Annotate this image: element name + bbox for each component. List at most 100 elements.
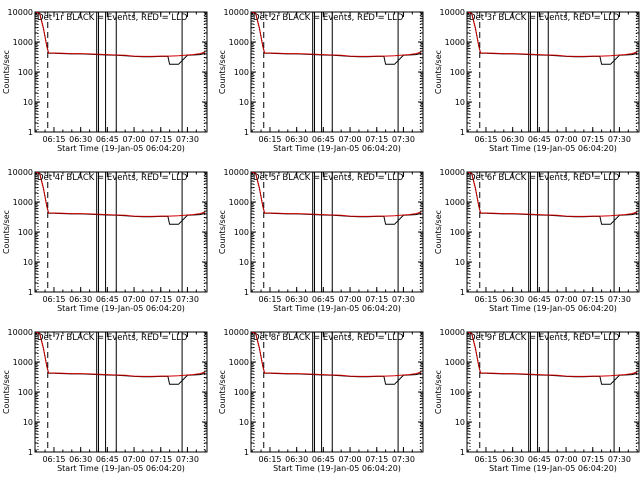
y-tick-label: 1 (28, 448, 33, 457)
x-tick-label: 07:15 (149, 455, 172, 464)
x-tick-label: 07:30 (176, 135, 199, 144)
x-axis-label: Start Time (19-Jan-05 06:04:20) (57, 144, 185, 153)
panel-title: Det 8r BLACK = Events, RED = LLD (253, 333, 404, 343)
y-tick-label: 10 (23, 98, 33, 107)
y-tick-label: 1 (244, 288, 249, 297)
x-tick-label: 06:45 (528, 295, 551, 304)
x-axis-label: Start Time (19-Jan-05 06:04:20) (489, 144, 617, 153)
x-tick-label: 07:30 (176, 295, 199, 304)
y-tick-label: 1000 (13, 198, 33, 207)
y-tick-label: 10 (23, 418, 33, 427)
x-tick-label: 07:00 (339, 455, 362, 464)
y-tick-label: 10 (455, 418, 465, 427)
panel-title: Det 6r BLACK = Events, RED = LLD (469, 173, 620, 183)
y-tick-label: 10 (239, 98, 249, 107)
panel-title: Det 9r BLACK = Events, RED = LLD (469, 333, 620, 343)
y-tick-label: 10000 (224, 168, 249, 177)
y-tick-label: 10 (239, 418, 249, 427)
y-tick-label: 10 (455, 258, 465, 267)
y-tick-label: 1 (28, 128, 33, 137)
panel-det-4r: 1 10 100 1000 10000 06:15 06:30 06:45 07:00 07:15… (2, 168, 208, 313)
x-tick-label: 06:30 (69, 135, 92, 144)
x-tick-label: 06:45 (312, 135, 335, 144)
y-tick-label: 100 (234, 68, 249, 77)
x-tick-label: 06:30 (285, 135, 308, 144)
y-tick-label: 10000 (440, 328, 465, 337)
y-axis-label: Counts/sec (218, 210, 227, 254)
panel-title: Det 3r BLACK = Events, RED = LLD (469, 13, 620, 23)
x-tick-label: 07:00 (339, 135, 362, 144)
y-tick-label: 10000 (440, 168, 465, 177)
x-tick-label: 07:00 (123, 455, 146, 464)
y-tick-label: 1000 (229, 358, 249, 367)
x-tick-label: 06:15 (258, 455, 281, 464)
x-tick-label: 07:15 (149, 135, 172, 144)
x-tick-label: 06:15 (474, 135, 497, 144)
x-tick-label: 06:30 (501, 135, 524, 144)
plot-frame (466, 171, 640, 293)
y-tick-label: 10000 (224, 8, 249, 17)
lld-series-line (36, 171, 206, 217)
x-tick-label: 06:30 (501, 295, 524, 304)
panel-det-6r: 1 10 100 1000 10000 06:15 06:30 06:45 07:00 07:15… (434, 168, 640, 313)
x-tick-label: 07:15 (581, 295, 604, 304)
x-tick-label: 06:30 (501, 455, 524, 464)
y-tick-label: 1 (28, 288, 33, 297)
x-tick-label: 06:45 (312, 295, 335, 304)
x-tick-label: 06:45 (312, 455, 335, 464)
plot-frame (466, 331, 640, 453)
y-tick-label: 10000 (224, 328, 249, 337)
x-tick-label: 07:30 (392, 455, 415, 464)
x-tick-label: 07:30 (392, 135, 415, 144)
y-tick-label: 100 (450, 68, 465, 77)
x-tick-label: 06:15 (474, 295, 497, 304)
x-tick-label: 07:15 (365, 135, 388, 144)
x-tick-label: 06:30 (69, 295, 92, 304)
lld-series-line (252, 171, 422, 217)
panel-title: Det 4r BLACK = Events, RED = LLD (37, 173, 188, 183)
y-tick-label: 100 (234, 388, 249, 397)
panel-title: Det 7r BLACK = Events, RED = LLD (37, 333, 188, 343)
y-tick-label: 10000 (8, 168, 33, 177)
lld-series-line (468, 171, 638, 217)
x-axis-label: Start Time (19-Jan-05 06:04:20) (489, 464, 617, 473)
x-axis-label: Start Time (19-Jan-05 06:04:20) (57, 304, 185, 313)
x-tick-label: 07:30 (176, 455, 199, 464)
x-tick-label: 06:45 (96, 135, 119, 144)
x-axis-label: Start Time (19-Jan-05 06:04:20) (489, 304, 617, 313)
x-axis-label: Start Time (19-Jan-05 06:04:20) (273, 144, 401, 153)
x-tick-label: 07:30 (392, 295, 415, 304)
lld-series-line (468, 331, 638, 377)
y-tick-label: 10000 (8, 8, 33, 17)
y-axis-label: Counts/sec (2, 210, 11, 254)
y-axis-label: Counts/sec (434, 210, 443, 254)
y-axis-label: Counts/sec (218, 50, 227, 94)
x-tick-label: 07:00 (123, 135, 146, 144)
plot-frame (34, 11, 208, 133)
y-tick-label: 100 (18, 228, 33, 237)
y-tick-label: 1 (460, 288, 465, 297)
panel-title: Det 2r BLACK = Events, RED = LLD (253, 13, 404, 23)
y-axis-label: Counts/sec (434, 370, 443, 414)
y-tick-label: 100 (18, 68, 33, 77)
panel-det-2r: 1 10 100 1000 10000 06:15 06:30 06:45 07:00 07:15… (218, 8, 424, 153)
x-tick-label: 07:30 (608, 135, 631, 144)
lld-series-line (36, 331, 206, 377)
y-tick-label: 100 (450, 228, 465, 237)
x-tick-label: 06:15 (258, 295, 281, 304)
x-tick-label: 07:15 (149, 295, 172, 304)
y-axis-label: Counts/sec (218, 370, 227, 414)
x-tick-label: 07:15 (365, 455, 388, 464)
y-tick-label: 1 (460, 448, 465, 457)
y-tick-label: 10000 (8, 328, 33, 337)
y-tick-label: 100 (18, 388, 33, 397)
y-tick-label: 1000 (229, 198, 249, 207)
y-tick-label: 10 (455, 98, 465, 107)
plot-frame (250, 171, 424, 293)
y-tick-label: 1000 (229, 38, 249, 47)
y-tick-label: 1000 (13, 358, 33, 367)
x-tick-label: 07:00 (555, 455, 578, 464)
x-tick-label: 07:00 (555, 135, 578, 144)
y-tick-label: 1000 (445, 38, 465, 47)
